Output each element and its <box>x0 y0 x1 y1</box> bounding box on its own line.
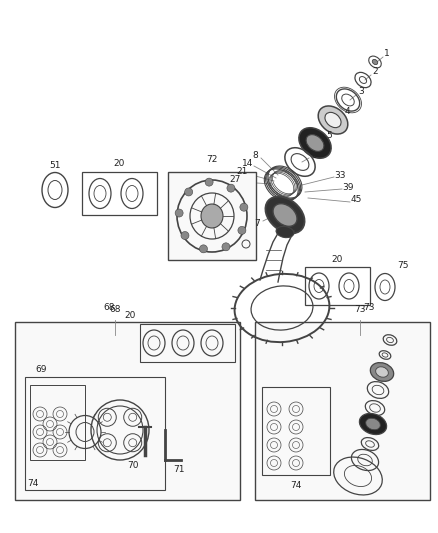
Bar <box>262 387 330 475</box>
Text: 2: 2 <box>372 68 378 77</box>
Bar <box>15 322 240 500</box>
Ellipse shape <box>325 112 341 127</box>
Circle shape <box>222 243 230 251</box>
Text: 8: 8 <box>252 150 258 159</box>
Ellipse shape <box>370 362 394 382</box>
Ellipse shape <box>201 204 223 228</box>
Text: 68: 68 <box>104 303 115 312</box>
Text: 3: 3 <box>358 87 364 96</box>
Text: 20: 20 <box>332 254 343 263</box>
Bar <box>30 385 85 460</box>
Text: 71: 71 <box>173 465 185 474</box>
Text: 70: 70 <box>127 461 139 470</box>
Circle shape <box>205 178 213 186</box>
Bar <box>305 267 370 305</box>
Ellipse shape <box>276 227 294 238</box>
Ellipse shape <box>299 128 331 158</box>
Ellipse shape <box>376 367 389 377</box>
Text: 7: 7 <box>254 219 260 228</box>
Text: 73: 73 <box>363 303 374 312</box>
Ellipse shape <box>265 197 304 233</box>
Circle shape <box>181 231 189 239</box>
Circle shape <box>227 184 235 192</box>
Text: 20: 20 <box>124 311 136 320</box>
Text: 5: 5 <box>326 131 332 140</box>
Text: 51: 51 <box>49 160 61 169</box>
Text: 27: 27 <box>230 174 241 183</box>
Text: 33: 33 <box>334 171 346 180</box>
Circle shape <box>240 203 248 211</box>
Text: 39: 39 <box>342 182 354 191</box>
Text: 1: 1 <box>384 50 390 59</box>
Text: 20: 20 <box>114 159 125 168</box>
Bar <box>25 377 165 490</box>
Text: 72: 72 <box>206 156 218 165</box>
Ellipse shape <box>360 414 387 434</box>
Text: 74: 74 <box>27 480 39 489</box>
Bar <box>82 172 157 215</box>
Text: 6: 6 <box>311 151 317 160</box>
Bar <box>255 322 430 500</box>
Text: 14: 14 <box>242 158 254 167</box>
Text: 68: 68 <box>109 305 121 314</box>
Text: 45: 45 <box>350 196 362 205</box>
Ellipse shape <box>273 204 297 227</box>
Text: 75: 75 <box>397 261 409 270</box>
Circle shape <box>185 188 193 196</box>
Ellipse shape <box>318 106 348 134</box>
Circle shape <box>199 245 208 253</box>
Ellipse shape <box>306 135 324 151</box>
Bar <box>168 172 256 260</box>
Text: 21: 21 <box>237 166 247 175</box>
Circle shape <box>175 209 183 217</box>
Text: 73: 73 <box>354 305 366 314</box>
Text: 69: 69 <box>35 365 47 374</box>
Ellipse shape <box>372 59 378 64</box>
Bar <box>140 324 235 362</box>
Circle shape <box>238 227 246 235</box>
Text: 74: 74 <box>290 481 302 489</box>
Text: 4: 4 <box>344 108 350 117</box>
Ellipse shape <box>366 418 380 430</box>
